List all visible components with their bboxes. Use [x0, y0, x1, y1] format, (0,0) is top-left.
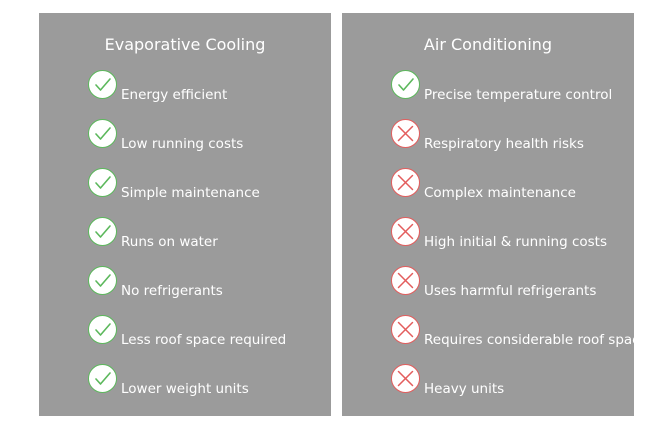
list-item: High initial & running costs [342, 217, 634, 266]
list-item: Simple maintenance [39, 168, 331, 217]
list-item-label: Uses harmful refrigerants [424, 283, 597, 299]
check-icon [88, 266, 117, 295]
check-icon [391, 70, 420, 99]
list-item-label: Energy efficient [121, 87, 228, 103]
list-item: Precise temperature control [342, 70, 634, 119]
cross-icon [391, 364, 420, 393]
list-item: Respiratory health risks [342, 119, 634, 168]
list-item: Runs on water [39, 217, 331, 266]
list-item-label: Heavy units [424, 381, 505, 397]
list-item-label: High initial & running costs [424, 234, 607, 250]
list-item-label: No refrigerants [121, 283, 223, 299]
cross-icon [391, 168, 420, 197]
cross-icon [391, 266, 420, 295]
list-item-label: Less roof space required [121, 332, 287, 348]
evaporative-cooling-panel: Evaporative Cooling Energy efficient Low… [39, 13, 331, 416]
list-item: Low running costs [39, 119, 331, 168]
air-conditioning-list: Precise temperature control Respiratory … [342, 70, 648, 413]
list-item-label: Lower weight units [121, 381, 249, 397]
cross-icon [391, 119, 420, 148]
list-item: Complex maintenance [342, 168, 634, 217]
check-icon [88, 217, 117, 246]
evaporative-cooling-title: Evaporative Cooling [104, 35, 266, 54]
check-icon [88, 168, 117, 197]
check-icon [88, 119, 117, 148]
air-conditioning-panel: Air Conditioning Precise temperature con… [342, 13, 648, 416]
list-item: Lower weight units [39, 364, 331, 413]
list-item-label: Complex maintenance [424, 185, 576, 201]
list-item-label: Simple maintenance [121, 185, 260, 201]
list-item-label: Low running costs [121, 136, 244, 152]
evaporative-cooling-list: Energy efficient Low running costs Simpl… [39, 70, 331, 413]
list-item-label: Requires considerable roof space [424, 332, 648, 348]
cross-icon [391, 315, 420, 344]
check-icon [88, 315, 117, 344]
list-item: Energy efficient [39, 70, 331, 119]
list-item-label: Runs on water [121, 234, 218, 250]
list-item-label: Precise temperature control [424, 87, 613, 103]
list-item: Requires considerable roof space [342, 315, 648, 364]
check-icon [88, 70, 117, 99]
check-icon [88, 364, 117, 393]
air-conditioning-title: Air Conditioning [423, 35, 553, 54]
list-item: No refrigerants [39, 266, 331, 315]
cross-icon [391, 217, 420, 246]
list-item-label: Respiratory health risks [424, 136, 584, 152]
list-item: Heavy units [342, 364, 634, 413]
list-item: Less roof space required [39, 315, 331, 364]
list-item: Uses harmful refrigerants [342, 266, 634, 315]
